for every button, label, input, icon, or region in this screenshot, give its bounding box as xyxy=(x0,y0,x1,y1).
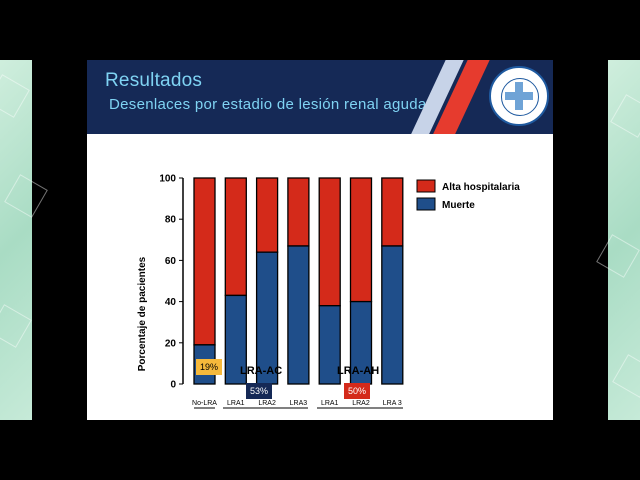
slide-header: Resultados Desenlaces por estadio de les… xyxy=(87,60,553,134)
group-label-lra-ah: LRA-AH xyxy=(337,365,380,377)
legend-label: Muerte xyxy=(442,200,475,211)
bar-alta-2 xyxy=(255,177,279,253)
group-label-lra-ac: LRA-AC xyxy=(240,365,283,377)
bar-alta-5 xyxy=(349,177,373,303)
x-tick-label: LRA1 xyxy=(227,400,245,407)
x-tick-label: LRA2 xyxy=(258,400,276,407)
right-decor-band xyxy=(596,60,640,420)
left-decor-band xyxy=(0,60,48,420)
x-tick-label: LRA1 xyxy=(321,400,339,407)
x-tick-label: No-LRA xyxy=(192,400,217,407)
bar-alta-0 xyxy=(193,177,216,346)
bar-alta-4 xyxy=(318,177,341,307)
legend-swatch xyxy=(416,197,436,211)
slide-title: Resultados xyxy=(105,70,203,91)
y-tick-label: 100 xyxy=(159,174,176,185)
slide-subtitle: Desenlaces por estadio de lesión renal a… xyxy=(109,96,427,113)
bar-alta-1 xyxy=(224,177,247,297)
y-tick-label: 0 xyxy=(170,380,176,391)
institution-logo xyxy=(489,66,549,126)
bar-muerte-4 xyxy=(318,305,341,385)
x-tick-label: LRA2 xyxy=(352,400,370,407)
group-badge-lra-ac: 53% xyxy=(246,383,272,399)
x-tick-label: LRA 3 xyxy=(383,400,402,407)
legend-swatch xyxy=(416,179,436,193)
x-tick-label: LRA3 xyxy=(290,400,308,407)
bar-alta-3 xyxy=(287,177,310,247)
group-badge-lra-ah: 50% xyxy=(344,383,370,399)
y-axis-label: Porcentaje de pacientes xyxy=(137,256,148,371)
legend-label: Alta hospitalaria xyxy=(442,182,520,193)
stacked-bar-chart: 0 20 40 60 80 100 No-LRA LRA1 LRA2 LRA3 LRA1 LRA2 L… xyxy=(137,174,520,409)
y-tick-label: 20 xyxy=(165,338,177,349)
no-lra-badge: 19% xyxy=(196,359,222,375)
y-tick-label: 80 xyxy=(165,215,177,226)
bar-muerte-1 xyxy=(224,294,247,385)
y-tick-label: 40 xyxy=(165,297,177,308)
y-tick-label: 60 xyxy=(165,256,177,267)
bar-alta-6 xyxy=(381,177,404,247)
bar-muerte-3 xyxy=(287,245,310,385)
slide: Resultados Desenlaces por estadio de les… xyxy=(87,60,553,420)
bar-muerte-6 xyxy=(381,245,404,385)
